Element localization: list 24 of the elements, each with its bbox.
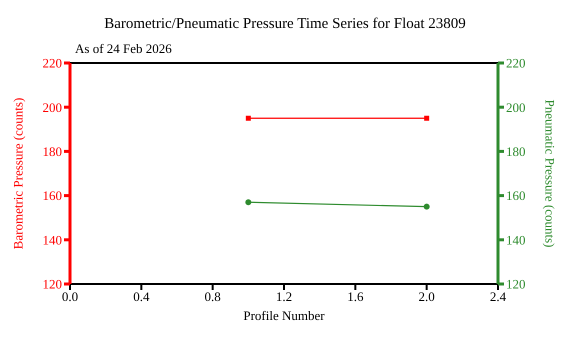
chart-title: Barometric/Pneumatic Pressure Time Series for Float 23809: [103, 16, 467, 33]
y-tick-label: 220: [42, 56, 62, 71]
y2-tick-label: 180: [506, 144, 526, 160]
chart-subtitle: As of 24 Feb 2026: [75, 41, 172, 57]
y2-tick-label: 200: [506, 100, 526, 115]
x-tick-label: 0.4: [133, 289, 150, 304]
x-tick-label: 2.0: [418, 289, 435, 304]
y-tick-label: 160: [42, 188, 62, 204]
x-tick-label: 2.4: [490, 289, 507, 304]
y-tick-label: 140: [42, 232, 62, 248]
y2-tick-label: 140: [506, 232, 526, 248]
y-tick-label: 120: [42, 276, 62, 292]
x-tick-label: 0.8: [204, 289, 221, 304]
y2-tick-label: 220: [506, 56, 526, 71]
y-axis-title: Barometric Pressure (counts): [10, 98, 26, 250]
y-tick-label: 180: [42, 144, 62, 160]
x-axis-title: Profile Number: [243, 308, 326, 323]
x-tick-label: 1.2: [276, 289, 292, 304]
y-tick-label: 200: [42, 100, 62, 115]
y2-axis-title: Pneumatic Pressure (counts): [542, 99, 558, 248]
y2-tick-label: 120: [506, 276, 526, 292]
x-tick-label: 0.0: [62, 289, 78, 304]
x-tick-label: 1.6: [347, 289, 364, 304]
y2-tick-label: 160: [506, 188, 526, 204]
